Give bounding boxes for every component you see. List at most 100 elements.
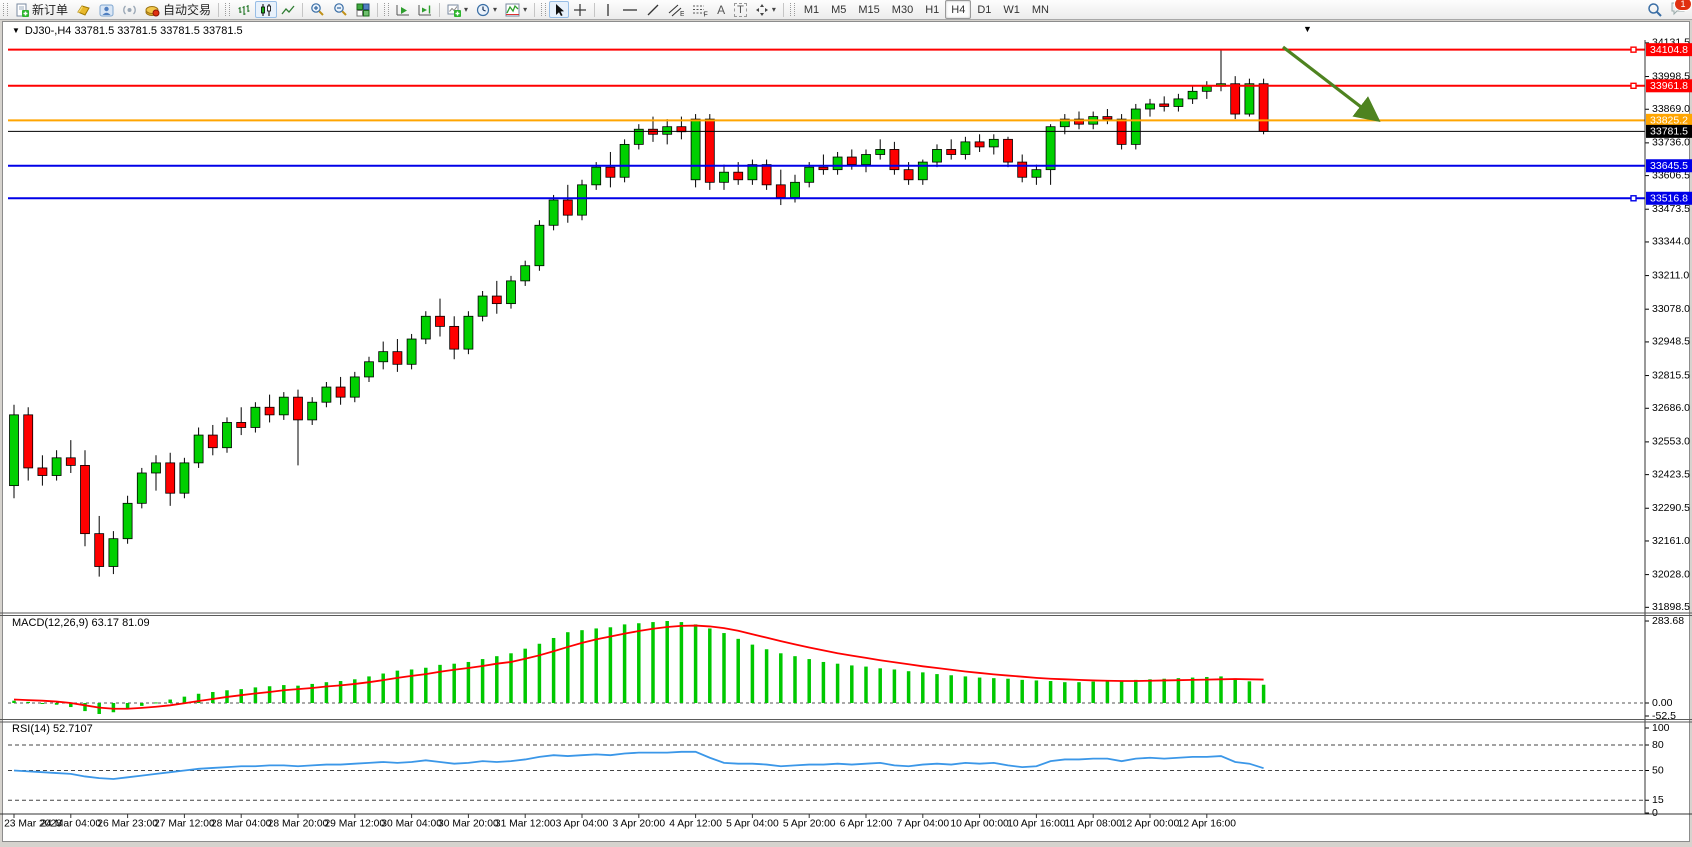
candle-up [548, 199, 559, 226]
macd-histogram-bar [906, 671, 911, 703]
text-a-icon: A [717, 2, 726, 17]
candle-up [662, 126, 673, 135]
crosshair-button[interactable] [569, 1, 591, 18]
candle-up [364, 361, 374, 378]
macd-histogram-bar [1190, 677, 1195, 703]
macd-histogram-bar [1091, 681, 1095, 703]
macd-histogram-bar [1063, 682, 1067, 703]
macd-histogram-bar [69, 703, 73, 708]
chart-shift-button[interactable] [414, 1, 436, 18]
time-axis-label: 23 Mar 2023 [4, 819, 62, 830]
line-handle[interactable] [1630, 82, 1637, 90]
zoom-out-icon [334, 3, 347, 16]
cursor-button[interactable] [549, 1, 570, 18]
notifications-button[interactable]: 1 [1670, 0, 1692, 19]
trend-arrow-annotation[interactable] [1282, 45, 1381, 122]
candle-up [420, 315, 431, 340]
timeframe-m1-button[interactable]: M1 [803, 3, 820, 16]
macd-histogram-bar [140, 703, 144, 706]
macd-histogram-bar [182, 696, 187, 703]
candle-down [435, 315, 445, 327]
chevron-down-icon: ▾ [464, 4, 469, 14]
fibonacci-button[interactable]: F [688, 1, 712, 18]
text-label-button[interactable]: T [730, 1, 751, 18]
indicators-dropdown[interactable]: ▾ [501, 1, 531, 18]
autotrading-button[interactable]: 自动交易 [141, 1, 215, 18]
toolbar-grip[interactable] [384, 3, 390, 16]
macd-histogram-bar [367, 676, 371, 703]
arrows-dropdown[interactable]: ▾ [751, 1, 780, 18]
charts-button[interactable] [72, 1, 95, 18]
zoom-out-button[interactable] [329, 1, 352, 18]
trendline-button[interactable] [642, 1, 664, 18]
macd-histogram-bar [793, 656, 797, 703]
toolbar-grip[interactable] [541, 3, 547, 16]
line-handle[interactable] [1630, 195, 1637, 202]
time-axis-label: 31 Mar 12:00 [495, 819, 556, 830]
horizontal-line-button[interactable] [618, 1, 642, 18]
bar-chart-button[interactable] [233, 1, 255, 18]
zoom-in-button[interactable] [306, 1, 329, 18]
macd-histogram-bar [537, 643, 542, 703]
period-dropdown[interactable]: ▾ [472, 1, 501, 18]
timeframe-mn-button[interactable]: MN [1031, 3, 1049, 16]
new-order-button[interactable]: 新订单 [11, 1, 72, 18]
timeframe-m5-button[interactable]: M5 [831, 3, 847, 16]
indicators-icon [505, 3, 520, 16]
macd-histogram-bar [622, 624, 627, 703]
text-button[interactable]: A [712, 1, 730, 18]
toolbar-separator [218, 2, 220, 17]
macd-histogram-bar [665, 621, 669, 703]
macd-histogram-bar [1233, 678, 1237, 703]
macd-histogram-bar [949, 675, 953, 703]
macd-histogram-bar [679, 622, 684, 703]
candle-down [974, 141, 985, 148]
toolbar-separator [594, 2, 596, 17]
line-chart-button[interactable] [277, 1, 299, 18]
auto-scroll-icon [396, 4, 410, 15]
macd-histogram-bar [1006, 678, 1010, 703]
candle-down [392, 351, 403, 365]
timeframe-m30-button[interactable]: M30 [891, 3, 914, 16]
timeframe-d1-button[interactable]: D1 [977, 3, 992, 16]
symbol-collapse-icon[interactable]: ▼ [12, 26, 20, 35]
chart-header: ▼ DJ30-,H4 33781.5 33781.5 33781.5 33781.… [12, 25, 243, 37]
time-axis-label: 30 Mar 04:00 [381, 819, 442, 830]
timeframe-m15-button[interactable]: M15 [858, 3, 880, 16]
toolbar-grip[interactable] [225, 3, 231, 16]
time-axis-label: 12 Apr 16:00 [1178, 819, 1237, 830]
candle-down [449, 325, 460, 350]
toolbar-grip[interactable] [789, 3, 795, 16]
community-button[interactable] [95, 1, 118, 18]
macd-histogram-bar [864, 666, 868, 703]
equidistant-channel-button[interactable]: E [664, 1, 688, 18]
search-icon[interactable] [1647, 2, 1662, 17]
timeframe-w1-button[interactable]: W1 [1003, 3, 1020, 16]
candle-down [94, 533, 105, 567]
candle-down [818, 166, 829, 171]
candlestick-chart-button[interactable] [255, 1, 278, 18]
toolbar-grip[interactable] [3, 3, 8, 16]
timeframe-h4-button[interactable]: H4 [945, 0, 972, 19]
new-chart-dropdown[interactable]: ▾ [443, 1, 472, 18]
auto-scroll-button[interactable] [392, 1, 414, 18]
line-handle[interactable] [1630, 46, 1637, 53]
candle-up [1145, 103, 1155, 110]
macd-signal-line [13, 624, 1264, 710]
timeframe-h1-button[interactable]: H1 [925, 3, 940, 16]
time-axis-label: 5 Apr 20:00 [783, 819, 836, 830]
trade-panel-toggle-icon[interactable]: ▼ [1303, 24, 1312, 34]
vertical-line-button[interactable] [598, 1, 618, 18]
candle-down [236, 422, 247, 428]
vertical-line-icon [607, 3, 609, 16]
candle-down [846, 156, 857, 166]
price-axis-label: 33344.0 [1652, 236, 1690, 248]
signals-button[interactable] [118, 1, 141, 18]
toolbar-separator [302, 2, 304, 17]
new-order-icon [16, 3, 29, 17]
time-axis-label: 28 Mar 20:00 [268, 819, 329, 830]
candle-up [222, 422, 232, 449]
macd-axis-label: 0.00 [1652, 697, 1673, 709]
tile-windows-button[interactable] [352, 1, 374, 18]
